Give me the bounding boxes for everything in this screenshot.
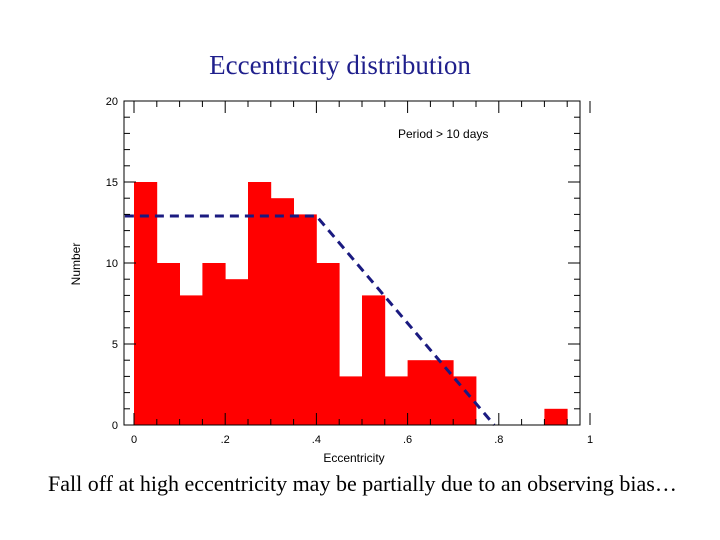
x-tick-label: 1 (587, 434, 593, 446)
x-tick-label: .6 (403, 434, 412, 446)
histogram-bar (339, 376, 363, 425)
histogram-bar (430, 360, 454, 425)
histogram-bar (544, 408, 568, 425)
fit-line (124, 214, 496, 426)
histogram-bar (384, 376, 408, 425)
x-tick-label: .2 (221, 434, 230, 446)
histogram-bar (225, 279, 249, 425)
axis-ticks (124, 100, 591, 426)
histogram-bar (248, 182, 272, 425)
histogram-bar (179, 295, 203, 425)
slide-title: Eccentricity distribution (209, 50, 471, 80)
y-tick-label: 20 (106, 96, 118, 108)
histogram-bar (362, 295, 386, 425)
histogram-bar (134, 182, 158, 425)
histogram-bar (202, 263, 226, 425)
histogram-bar (316, 263, 340, 425)
histogram-bar (453, 376, 477, 425)
histogram-bars (134, 182, 568, 425)
x-tick-label: 0 (131, 434, 137, 446)
period-annotation: Period > 10 days (398, 127, 488, 141)
slide-caption: Fall off at high eccentricity may be par… (48, 471, 677, 496)
histogram-bar (407, 360, 431, 425)
y-tick-label: 0 (112, 420, 118, 432)
x-tick-label: .4 (312, 434, 321, 446)
histogram-bar (156, 263, 180, 425)
histogram-bar (270, 198, 294, 425)
y-tick-label: 10 (106, 258, 118, 270)
x-axis-label: Eccentricity (323, 451, 384, 465)
y-tick-label: 15 (106, 177, 118, 189)
histogram-bar (293, 214, 317, 425)
fit-line-group (124, 214, 496, 426)
y-tick-label: 5 (112, 339, 118, 351)
y-axis-label: Number (69, 243, 83, 286)
x-tick-label: .8 (494, 434, 503, 446)
